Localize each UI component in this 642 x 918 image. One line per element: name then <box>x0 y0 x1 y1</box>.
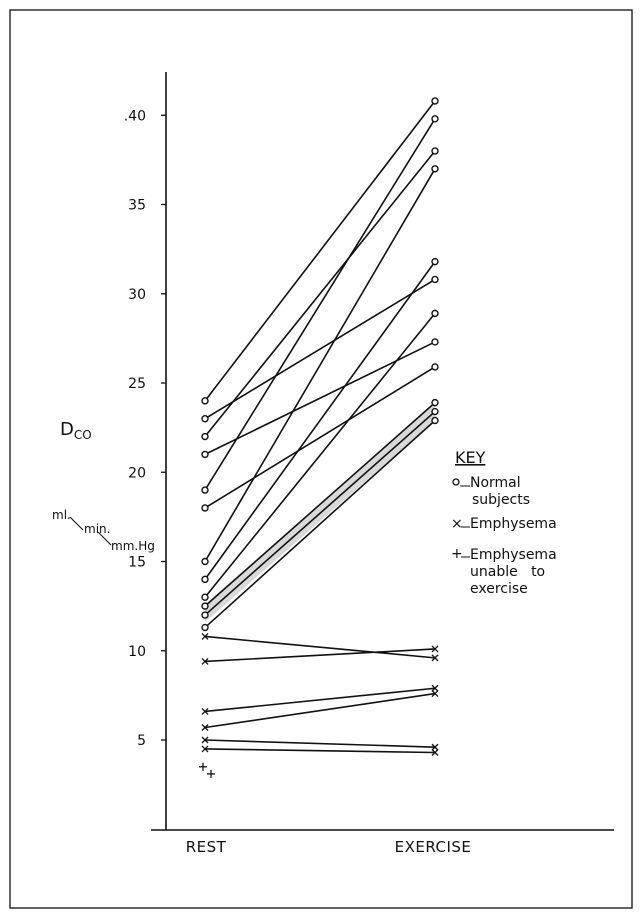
legend-entry-unable-line2: unable to <box>470 564 545 580</box>
emphysema-point <box>201 707 209 715</box>
y-axis-label: DCO <box>60 419 92 442</box>
emphysema-point <box>431 749 439 756</box>
unit-ml: ml. <box>52 508 71 522</box>
normal-subject-point <box>431 407 439 416</box>
emphysema-line <box>204 748 436 754</box>
legend-entry-emphysema: Emphysema <box>470 516 557 532</box>
normal-subject-point <box>431 257 439 266</box>
unable-to-exercise-point <box>199 762 207 771</box>
y-tick-label: 30 <box>128 287 146 303</box>
emphysema-point <box>201 745 209 753</box>
y-tick-label: 15 <box>128 555 146 571</box>
y-tick-label: 5 <box>137 733 146 749</box>
normal-subject-line <box>204 118 436 491</box>
x-tick-label-rest: REST <box>186 838 227 856</box>
emphysema-point <box>431 684 439 692</box>
legend-entry-normal-line2: subjects <box>472 492 530 508</box>
unable-to-exercise-point <box>207 769 215 778</box>
y-tick-label: 10 <box>128 644 146 660</box>
unit-slash <box>69 516 84 531</box>
normal-subject-point <box>201 623 209 632</box>
normal-subject-point <box>431 416 439 425</box>
normal-subject-point <box>201 432 209 441</box>
emphysema-line <box>204 739 436 748</box>
normal-subject-point <box>201 602 209 610</box>
normal-subject-point <box>431 363 439 371</box>
emphysema-point <box>431 743 439 751</box>
unit-mmhg: mm.Hg <box>111 539 155 553</box>
emphysema-point <box>431 645 439 653</box>
normal-subject-line <box>204 100 436 402</box>
normal-subject-point <box>431 309 439 318</box>
y-tick-label: 25 <box>128 376 146 392</box>
figure-border <box>9 9 633 909</box>
normal-subject-point <box>431 115 439 123</box>
legend-entry-unable-line1: Emphysema <box>470 547 557 563</box>
normal-subject-line <box>204 419 436 629</box>
legend-title: KEY <box>455 448 486 467</box>
emphysema-point <box>201 736 209 744</box>
emphysema-point <box>431 654 439 662</box>
legend-entry-unable-line3: exercise <box>470 581 528 597</box>
unit-min: min. <box>84 522 110 536</box>
normal-subject-line <box>204 402 436 607</box>
normal-subject-point <box>431 147 439 155</box>
legend: KEY Normal subjects × Emphysema + Emphys… <box>451 448 557 597</box>
unit-slash <box>97 531 112 546</box>
emphysema-point <box>201 658 209 665</box>
normal-subject-point <box>431 97 439 105</box>
legend-plus-marker: + <box>451 546 463 562</box>
emphysema-point <box>201 633 209 640</box>
x-tick-label-exercise: EXERCISE <box>395 838 472 856</box>
normal-subject-point <box>201 415 209 423</box>
y-ticks-layer: 5 10 15 20 25 30 35 .40 <box>124 108 166 749</box>
normal-subject-point <box>201 593 209 601</box>
series-lines-layer <box>204 100 436 754</box>
y-tick-label: .40 <box>124 108 146 124</box>
normal-subject-point <box>201 397 209 405</box>
normal-subject-point <box>201 504 209 512</box>
emphysema-line <box>204 648 436 663</box>
normal-subject-point <box>201 557 209 566</box>
normal-subject-point <box>431 275 439 284</box>
legend-cross-marker: × <box>451 516 463 532</box>
emphysema-line <box>204 635 436 659</box>
normal-subject-point <box>201 611 209 619</box>
legend-entry-normal-line1: Normal <box>470 475 521 491</box>
normal-subject-point <box>431 338 439 346</box>
normal-subject-line <box>204 278 436 420</box>
normal-subject-line <box>204 366 436 509</box>
normal-subject-line <box>204 261 436 580</box>
normal-subject-point <box>431 398 439 407</box>
normal-subject-line <box>204 410 436 616</box>
normal-subject-point <box>201 450 209 459</box>
normal-subject-point <box>201 486 209 494</box>
emphysema-line <box>204 692 436 729</box>
markers-layer <box>199 97 439 778</box>
emphysema-line <box>204 687 436 713</box>
normal-subject-point <box>431 165 439 173</box>
emphysema-point <box>431 690 439 698</box>
y-tick-label: 35 <box>128 198 146 214</box>
normal-subject-line <box>204 150 436 438</box>
normal-subject-point <box>201 575 209 584</box>
normal-subject-line <box>204 168 436 562</box>
y-tick-label: 20 <box>128 465 146 481</box>
legend-circle-marker <box>452 478 460 486</box>
normal-subject-line <box>204 312 436 598</box>
emphysema-point <box>201 724 209 731</box>
